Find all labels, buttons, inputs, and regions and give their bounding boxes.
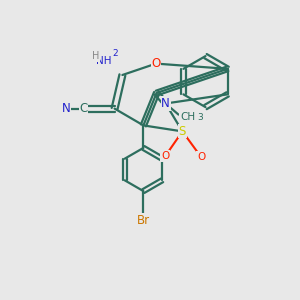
Text: O: O <box>197 152 205 162</box>
Text: O: O <box>161 151 169 161</box>
Text: C: C <box>79 102 88 115</box>
Text: N: N <box>61 102 70 115</box>
Text: S: S <box>179 125 186 138</box>
Text: 3: 3 <box>197 112 203 122</box>
Text: O: O <box>152 57 160 70</box>
Text: N: N <box>161 97 170 110</box>
Text: H: H <box>92 51 99 62</box>
Text: CH: CH <box>180 112 195 122</box>
Text: 2: 2 <box>112 49 118 58</box>
Text: NH: NH <box>96 56 112 67</box>
Text: Br: Br <box>137 214 150 227</box>
